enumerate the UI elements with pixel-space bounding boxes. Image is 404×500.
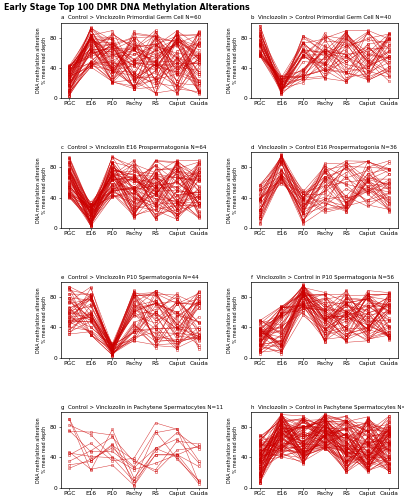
Text: e  Control > Vinclozolin P10 Spermatogonia N=44: e Control > Vinclozolin P10 Spermatogoni… xyxy=(61,274,198,280)
Text: f  Vinclozolin > Control in P10 Spermatogonia N=56: f Vinclozolin > Control in P10 Spermatog… xyxy=(251,274,394,280)
Y-axis label: DNA methylation alteration
% mean read depth: DNA methylation alteration % mean read d… xyxy=(36,158,47,223)
Text: g  Control > Vinclozolin in Pachytene Spermatocytes N=11: g Control > Vinclozolin in Pachytene Spe… xyxy=(61,404,223,409)
Y-axis label: DNA methylation alteration
% mean read depth: DNA methylation alteration % mean read d… xyxy=(227,158,238,223)
Y-axis label: DNA methylation alteration
% mean read depth: DNA methylation alteration % mean read d… xyxy=(36,28,47,93)
Text: d  Vinclozolin > Control E16 Prospermatogonia N=36: d Vinclozolin > Control E16 Prospermatog… xyxy=(251,145,397,150)
Y-axis label: DNA methylation alteration
% mean read depth: DNA methylation alteration % mean read d… xyxy=(227,287,238,352)
Text: c  Control > Vinclozolin E16 Prospermatogonia N=64: c Control > Vinclozolin E16 Prospermatog… xyxy=(61,145,206,150)
Text: b  Vinclozolin > Control Primordial Germ Cell N=40: b Vinclozolin > Control Primordial Germ … xyxy=(251,15,391,20)
Y-axis label: DNA methylation alteration
% mean read depth: DNA methylation alteration % mean read d… xyxy=(227,417,238,482)
Text: h  Vinclozolin > Control in Pachytene Spermatocytes N=89: h Vinclozolin > Control in Pachytene Spe… xyxy=(251,404,404,409)
Y-axis label: DNA methylation alteration
% mean read depth: DNA methylation alteration % mean read d… xyxy=(227,28,238,93)
Y-axis label: DNA methylation alteration
% mean read depth: DNA methylation alteration % mean read d… xyxy=(36,417,47,482)
Y-axis label: DNA methylation alteration
% mean read depth: DNA methylation alteration % mean read d… xyxy=(36,287,47,352)
Text: Early Stage Top 100 DMR DNA Methylation Alterations: Early Stage Top 100 DMR DNA Methylation … xyxy=(4,4,250,13)
Text: a  Control > Vinclozolin Primordial Germ Cell N=60: a Control > Vinclozolin Primordial Germ … xyxy=(61,15,201,20)
